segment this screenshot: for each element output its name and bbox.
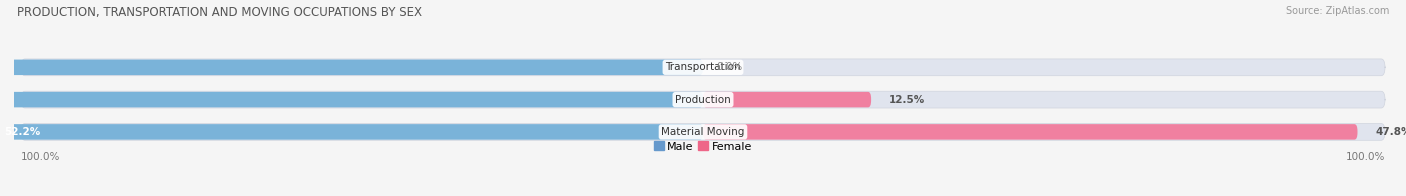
Text: 100.0%: 100.0% <box>1346 152 1385 162</box>
Text: Production: Production <box>675 95 731 105</box>
FancyBboxPatch shape <box>703 124 1358 140</box>
FancyBboxPatch shape <box>0 124 703 140</box>
FancyBboxPatch shape <box>703 92 872 107</box>
Text: Source: ZipAtlas.com: Source: ZipAtlas.com <box>1285 6 1389 16</box>
Text: 12.5%: 12.5% <box>889 95 925 105</box>
Text: 0.0%: 0.0% <box>717 62 742 72</box>
Text: PRODUCTION, TRANSPORTATION AND MOVING OCCUPATIONS BY SEX: PRODUCTION, TRANSPORTATION AND MOVING OC… <box>17 6 422 19</box>
FancyBboxPatch shape <box>21 91 1385 108</box>
FancyBboxPatch shape <box>21 123 1385 140</box>
FancyBboxPatch shape <box>21 59 1385 76</box>
Text: 52.2%: 52.2% <box>4 127 41 137</box>
Text: Material Moving: Material Moving <box>661 127 745 137</box>
Text: Transportation: Transportation <box>665 62 741 72</box>
FancyBboxPatch shape <box>0 60 703 75</box>
FancyBboxPatch shape <box>0 92 703 107</box>
Text: 100.0%: 100.0% <box>21 152 60 162</box>
Text: 47.8%: 47.8% <box>1375 127 1406 137</box>
Legend: Male, Female: Male, Female <box>650 137 756 156</box>
